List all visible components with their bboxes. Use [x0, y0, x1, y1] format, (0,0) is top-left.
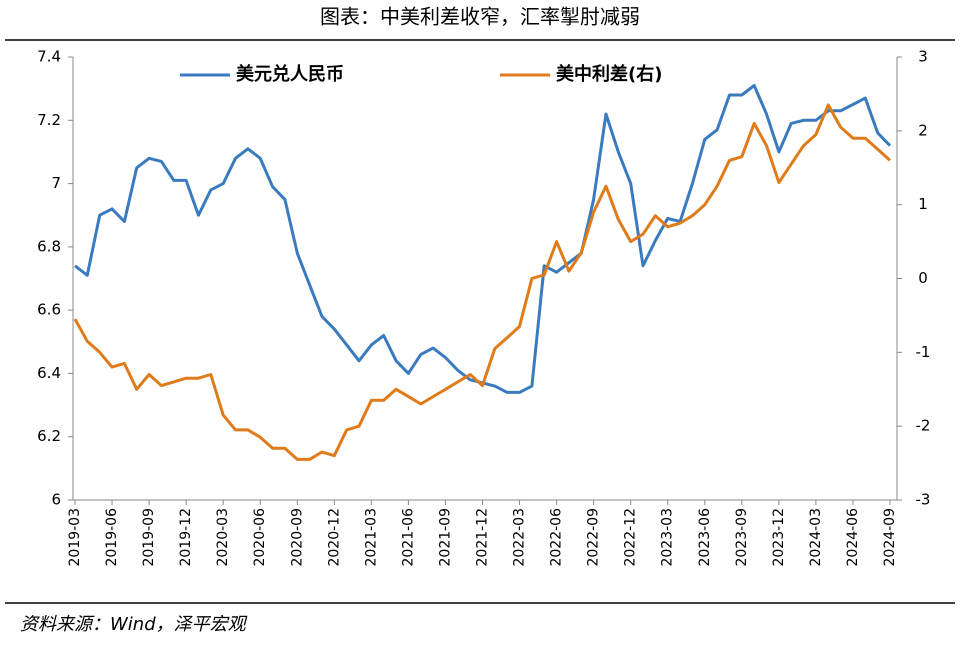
x-tick-label: 2019-12	[178, 508, 194, 567]
y-tick-label: 6.6	[37, 301, 61, 319]
y2-tick-label: 3	[918, 48, 928, 66]
y2-tick-label: -2	[916, 417, 931, 435]
y-tick-label: 7	[51, 174, 61, 192]
x-tick-label: 2024-06	[845, 508, 861, 567]
x-tick-label: 2022-03	[512, 508, 528, 567]
series-line	[74, 84, 892, 394]
x-tick-label: 2020-12	[326, 508, 342, 567]
y2-tick-label: -3	[916, 491, 931, 509]
y2-tick-label: 1	[918, 195, 928, 213]
x-tick-label: 2024-09	[882, 508, 898, 567]
x-tick-label: 2019-03	[67, 508, 83, 567]
y-tick-label: 6.4	[37, 364, 61, 382]
x-tick-label: 2024-03	[808, 508, 824, 567]
legend-label: 美中利差(右)	[556, 63, 662, 85]
x-tick-label: 2023-03	[660, 508, 676, 567]
y2-tick-label: 0	[918, 269, 928, 287]
y-tick-label: 7.4	[37, 48, 61, 66]
x-tick-label: 2022-12	[623, 508, 639, 567]
legend-label: 美元兑人民币	[236, 63, 344, 85]
x-tick-label: 2019-06	[104, 508, 120, 567]
y-tick-label: 6	[51, 491, 61, 509]
y2-tick-label: 2	[918, 121, 928, 139]
y-tick-label: 7.2	[37, 111, 61, 129]
x-tick-label: 2023-06	[697, 508, 713, 567]
x-tick-label: 2020-09	[289, 508, 305, 567]
x-tick-label: 2021-09	[437, 508, 453, 567]
x-tick-label: 2020-03	[215, 508, 231, 567]
x-tick-label: 2021-06	[400, 508, 416, 567]
x-tick-label: 2023-09	[734, 508, 750, 567]
x-tick-label: 2021-12	[475, 508, 491, 567]
x-tick-label: 2021-03	[363, 508, 379, 567]
y2-tick-label: -1	[916, 343, 931, 361]
x-tick-label: 2019-09	[141, 508, 157, 567]
x-tick-label: 2022-06	[549, 508, 565, 567]
x-tick-label: 2020-06	[252, 508, 268, 567]
x-tick-label: 2023-12	[771, 508, 787, 567]
y-tick-label: 6.2	[37, 427, 61, 445]
series-line	[73, 103, 892, 461]
y-tick-label: 6.8	[37, 237, 61, 255]
x-tick-label: 2022-09	[586, 508, 602, 567]
source: 资料来源：Wind，泽平宏观	[20, 614, 248, 635]
chart-title: 图表：中美利差收窄，汇率掣肘减弱	[320, 5, 640, 29]
